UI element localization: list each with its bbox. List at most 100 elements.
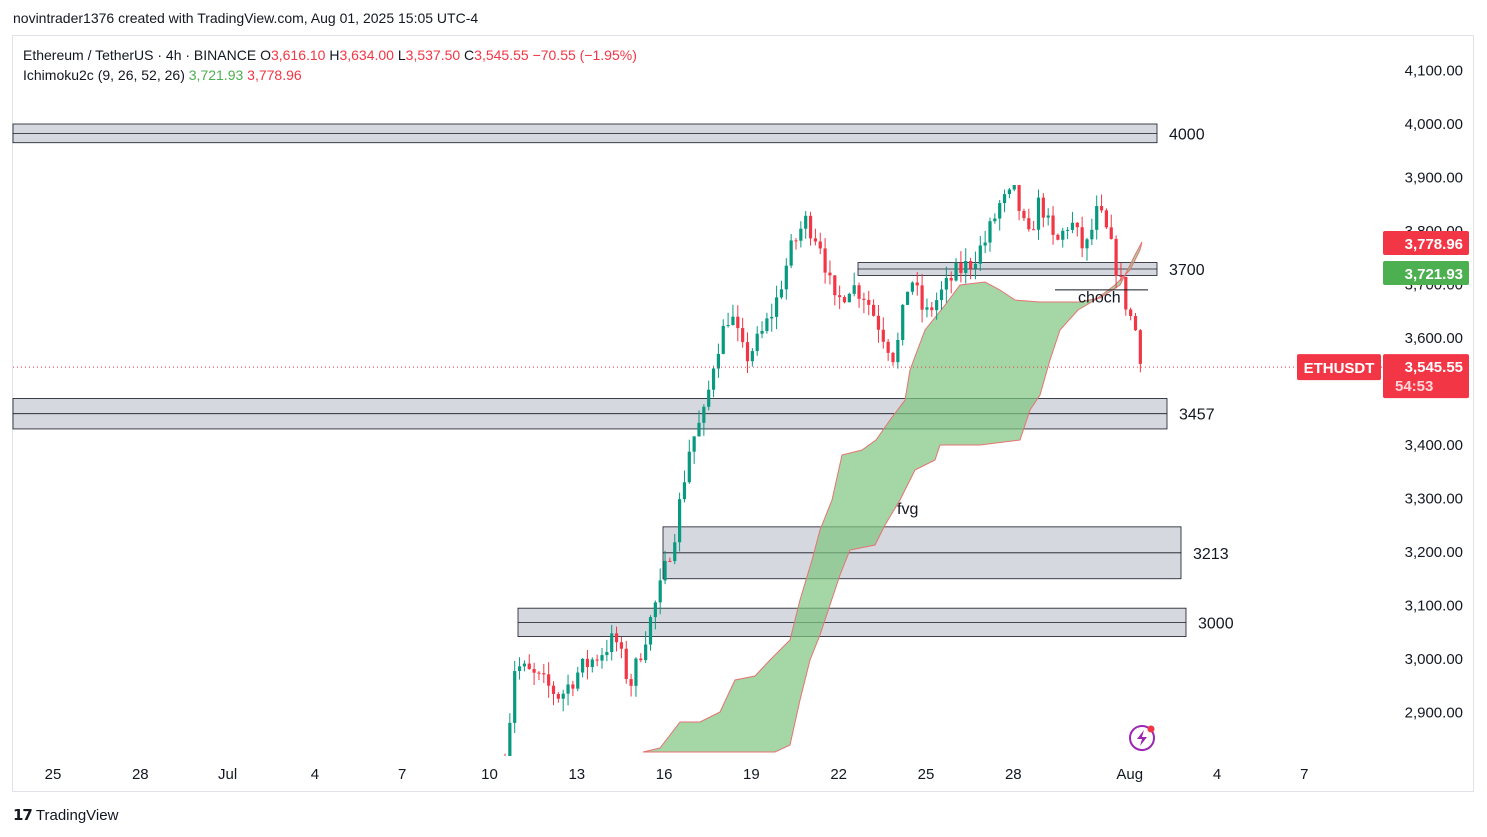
candle-body[interactable] [741, 328, 745, 343]
candle-body[interactable] [1032, 229, 1036, 231]
candle-body[interactable] [736, 316, 740, 329]
candle-body[interactable] [537, 672, 541, 674]
candle-body[interactable] [818, 241, 822, 249]
candle-body[interactable] [517, 666, 522, 672]
candle-body[interactable] [1095, 206, 1099, 230]
candle-body[interactable] [1075, 222, 1079, 228]
candle-body[interactable] [954, 262, 958, 281]
candle-body[interactable] [969, 261, 973, 269]
candle-body[interactable] [901, 304, 905, 340]
candle-body[interactable] [721, 325, 725, 354]
candle-body[interactable] [978, 245, 982, 264]
candle-body[interactable] [867, 299, 871, 305]
candle-body[interactable] [639, 658, 643, 661]
candle-body[interactable] [852, 285, 856, 294]
candle-body[interactable] [775, 297, 779, 317]
tradingview-logo[interactable]: 𝟭𝟳 TradingView [13, 806, 118, 825]
candle-body[interactable] [663, 560, 667, 581]
candle-body[interactable] [551, 685, 556, 694]
candle-body[interactable] [1138, 330, 1142, 364]
candle-body[interactable] [561, 693, 565, 699]
candle-body[interactable] [1017, 185, 1021, 211]
candle-body[interactable] [847, 293, 851, 303]
candle-body[interactable] [755, 333, 759, 352]
symbol-tag[interactable] [1297, 354, 1381, 381]
candle-body[interactable] [1022, 210, 1026, 219]
legend-indicator-name[interactable]: Ichimoku2c (9, 26, 52, 26) [23, 67, 185, 83]
candle-body[interactable] [605, 652, 609, 656]
candle-body[interactable] [804, 215, 808, 229]
candle-body[interactable] [600, 655, 604, 661]
candle-body[interactable] [1007, 189, 1011, 195]
candle-body[interactable] [784, 265, 788, 290]
candle-body[interactable] [658, 580, 662, 603]
candle-body[interactable] [915, 282, 919, 286]
candle-body[interactable] [789, 240, 793, 266]
candle-body[interactable] [828, 272, 832, 276]
candle-body[interactable] [595, 659, 599, 661]
candle-body[interactable] [983, 242, 987, 246]
candle-body[interactable] [886, 341, 890, 353]
candle-body[interactable] [619, 642, 623, 649]
candle-body[interactable] [1109, 227, 1113, 239]
candle-body[interactable] [629, 679, 633, 686]
candle-body[interactable] [891, 352, 895, 363]
chart-frame[interactable] [12, 35, 1474, 792]
candle-body[interactable] [881, 329, 885, 342]
candle-body[interactable] [745, 342, 750, 362]
candle-body[interactable] [731, 316, 735, 326]
candle-body[interactable] [876, 315, 881, 330]
candle-body[interactable] [1104, 210, 1108, 228]
candle-body[interactable] [634, 658, 638, 686]
candle-body[interactable] [508, 722, 512, 777]
candle-body[interactable] [920, 285, 924, 310]
candle-body[interactable] [1051, 215, 1055, 235]
candle-body[interactable] [673, 542, 677, 562]
candle-body[interactable] [1119, 275, 1123, 277]
candle-body[interactable] [556, 693, 560, 699]
candle-body[interactable] [697, 422, 701, 437]
candle-body[interactable] [678, 499, 682, 543]
candle-body[interactable] [959, 262, 963, 273]
legend-symbol[interactable]: Ethereum / TetherUS · 4h · BINANCE [23, 47, 257, 63]
candle-body[interactable] [1027, 218, 1031, 230]
candle-body[interactable] [896, 339, 900, 363]
candle-body[interactable] [1129, 309, 1133, 317]
candle-body[interactable] [925, 307, 929, 310]
candle-body[interactable] [1070, 222, 1075, 230]
candle-body[interactable] [1133, 316, 1138, 331]
candle-body[interactable] [532, 669, 536, 673]
candle-body[interactable] [687, 451, 691, 483]
candle-body[interactable] [910, 282, 914, 292]
candle-body[interactable] [581, 658, 585, 673]
candle-body[interactable] [576, 672, 580, 689]
candle-body[interactable] [585, 658, 590, 668]
candle-body[interactable] [668, 560, 672, 562]
lightning-icon[interactable] [1129, 725, 1155, 751]
candle-body[interactable] [513, 671, 517, 723]
candle-body[interactable] [823, 248, 827, 273]
candle-body[interactable] [993, 218, 997, 222]
candle-body[interactable] [707, 389, 711, 407]
candle-body[interactable] [949, 277, 953, 281]
candle-body[interactable] [1099, 206, 1104, 211]
candle-body[interactable] [522, 663, 526, 667]
candle-body[interactable] [862, 298, 866, 300]
candle-body[interactable] [614, 633, 619, 643]
candle-body[interactable] [624, 648, 628, 680]
candle-body[interactable] [935, 300, 939, 311]
candle-body[interactable] [808, 215, 813, 239]
candle-body[interactable] [692, 436, 696, 452]
candle-body[interactable] [964, 261, 968, 273]
candle-body[interactable] [930, 307, 934, 311]
candle-body[interactable] [726, 325, 730, 327]
candle-body[interactable] [547, 674, 551, 686]
candle-body[interactable] [833, 275, 837, 296]
candle-body[interactable] [905, 291, 910, 305]
candle-body[interactable] [813, 238, 817, 242]
candle-body[interactable] [711, 368, 716, 390]
candle-body[interactable] [770, 316, 774, 319]
candle-body[interactable] [682, 482, 687, 500]
candle-body[interactable] [779, 289, 784, 298]
